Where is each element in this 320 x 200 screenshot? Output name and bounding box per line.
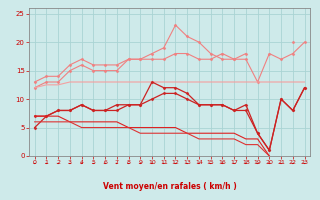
X-axis label: Vent moyen/en rafales ( km/h ): Vent moyen/en rafales ( km/h ) [103,182,236,191]
